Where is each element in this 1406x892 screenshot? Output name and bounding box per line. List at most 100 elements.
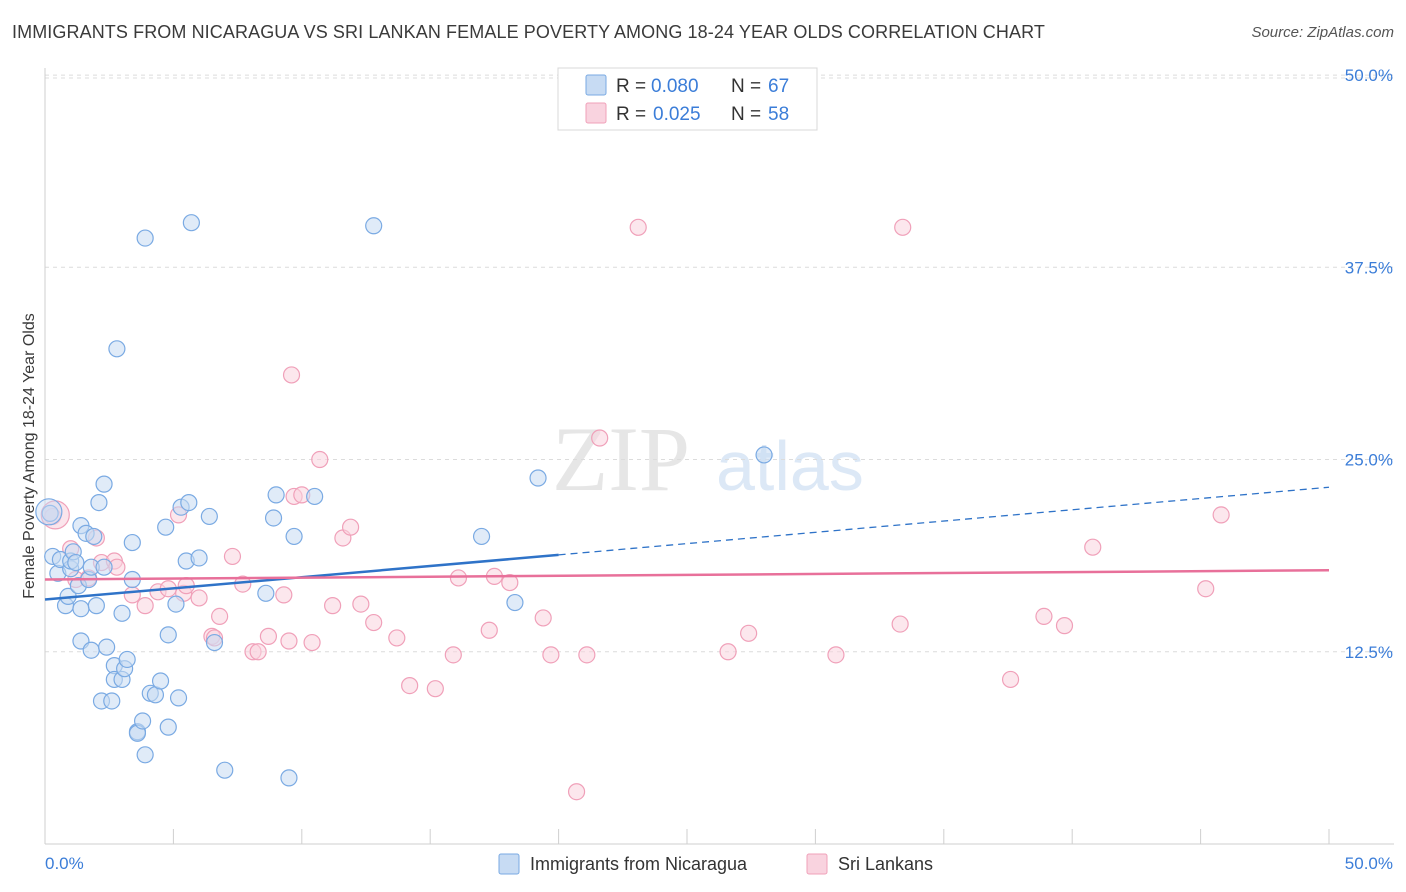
legend-r-value-pink: 0.025: [653, 104, 701, 125]
nicaragua-point-11: [72, 600, 90, 618]
nicaragua-point-63: [182, 214, 200, 232]
y-tick-label-1: 25.0%: [1345, 451, 1393, 470]
legend-bottom-swatch-nicaragua: [498, 853, 520, 875]
srilankans-point-22: [249, 643, 267, 661]
nicaragua-point-33: [123, 533, 141, 552]
srilankans-point-53: [891, 615, 909, 633]
legend-n-value-pink: 58: [768, 104, 789, 125]
nicaragua-points: [35, 214, 773, 787]
watermark-zip: ZIP: [552, 408, 690, 510]
nicaragua-point-41: [157, 518, 175, 536]
nicaragua-point-62: [136, 229, 154, 247]
nicaragua-point-54: [264, 509, 283, 527]
srilankans-point-56: [1035, 607, 1053, 625]
srilankans-point-41: [480, 621, 498, 639]
nicaragua-point-31: [118, 650, 136, 669]
srilankans-point-49: [629, 218, 647, 236]
legend-bottom-label-nicaragua: Immigrants from Nicaragua: [530, 854, 748, 874]
nicaragua-point-20: [90, 493, 108, 512]
nicaragua-point-9: [67, 553, 85, 572]
correlation-legend: R = 0.080 N = 67 R = 0.025 N = 58: [557, 67, 818, 131]
watermark: ZIP atlas: [552, 408, 864, 510]
watermark-atlas: atlas: [716, 427, 864, 505]
x-tick-label-min: 0.0%: [45, 854, 84, 873]
srilankans-point-50: [719, 643, 737, 661]
nicaragua-point-50: [200, 507, 218, 526]
nicaragua-point-42: [159, 718, 177, 736]
nicaragua-point-53: [257, 584, 275, 602]
srilankans-point-33: [341, 518, 360, 536]
nicaragua-point-19: [87, 597, 105, 615]
nicaragua-point-60: [506, 593, 524, 612]
nicaragua-point-36: [133, 712, 152, 730]
nicaragua-point-49: [190, 549, 208, 567]
nicaragua-point-48: [180, 493, 198, 512]
nicaragua-point-61: [529, 469, 547, 487]
srilankans-point-47: [578, 646, 596, 664]
srilankans-point-43: [501, 573, 519, 592]
srilankans-point-48: [591, 429, 609, 447]
srilankans-point-37: [401, 676, 419, 695]
nicaragua-point-25: [103, 692, 121, 710]
srilankans-point-46: [567, 783, 586, 801]
srilankans-point-19: [223, 547, 242, 566]
srilankans-point-57: [1055, 617, 1074, 635]
nicaragua-point-58: [306, 487, 324, 506]
nicaragua-point-16: [82, 641, 100, 659]
nicaragua-point-44: [167, 595, 185, 613]
nicaragua-cluster-point: [35, 498, 63, 526]
srilankans-point-24: [275, 586, 293, 604]
srilankans-trend-line: [44, 569, 1330, 581]
srilankans-point-23: [259, 627, 278, 645]
series-legend: Immigrants from Nicaragua Sri Lankans: [498, 853, 933, 875]
x-axis-ticks: [44, 829, 1330, 844]
nicaragua-point-57: [285, 527, 303, 546]
y-tick-label-3: 50.0%: [1345, 66, 1393, 85]
nicaragua-point-65: [365, 217, 383, 235]
srilankans-point-59: [1197, 580, 1215, 598]
y-tick-label-0: 12.5%: [1345, 643, 1393, 662]
legend-r-label-pink: R =: [616, 104, 646, 125]
nicaragua-point-59: [472, 527, 491, 546]
gridlines: [45, 74, 1394, 653]
legend-r-label-blue: R =: [616, 76, 646, 97]
nicaragua-point-56: [280, 769, 298, 787]
srilankans-point-30: [311, 450, 329, 469]
nicaragua-point-0: [41, 504, 59, 522]
legend-n-label-blue: N =: [731, 76, 761, 97]
nicaragua-point-55: [267, 486, 285, 504]
srilankans-point-8: [123, 586, 141, 604]
srilankans-point-9: [136, 597, 154, 615]
srilankans-point-35: [365, 613, 383, 632]
y-tick-label-2: 37.5%: [1345, 258, 1393, 277]
srilankans-point-52: [827, 646, 845, 664]
x-tick-label-max: 50.0%: [1345, 854, 1393, 873]
legend-n-label-pink: N =: [731, 104, 761, 125]
nicaragua-point-28: [113, 604, 131, 622]
srilankans-point-51: [740, 624, 758, 642]
srilankans-point-45: [542, 646, 560, 664]
y-axis-labels: 12.5% 25.0% 37.5% 50.0%: [1345, 66, 1393, 662]
legend-n-value-blue: 67: [768, 76, 789, 97]
source-label: Source: ZipAtlas.com: [1251, 24, 1394, 41]
nicaragua-point-24: [98, 638, 116, 656]
nicaragua-point-18: [85, 527, 103, 546]
nicaragua-point-40: [151, 672, 170, 690]
legend-r-value-blue: 0.080: [651, 76, 699, 97]
legend-bottom-label-srilankans: Sri Lankans: [838, 854, 933, 874]
nicaragua-point-22: [95, 475, 113, 493]
srilankans-point-31: [324, 597, 342, 615]
srilankans-point-25: [280, 632, 298, 650]
srilankans-point-38: [426, 680, 444, 698]
srilankans-point-60: [1212, 506, 1230, 524]
nicaragua-point-23: [95, 558, 113, 576]
legend-swatch-pink: [585, 102, 607, 124]
nicaragua-point-66: [755, 446, 773, 464]
srilankans-point-44: [534, 609, 552, 627]
srilankans-point-36: [388, 629, 406, 647]
srilankans-point-15: [190, 589, 208, 607]
srilankans-point-40: [449, 569, 468, 587]
nicaragua-point-37: [136, 746, 154, 764]
srilankans-point-54: [894, 218, 912, 236]
srilankans-point-55: [1001, 670, 1020, 689]
